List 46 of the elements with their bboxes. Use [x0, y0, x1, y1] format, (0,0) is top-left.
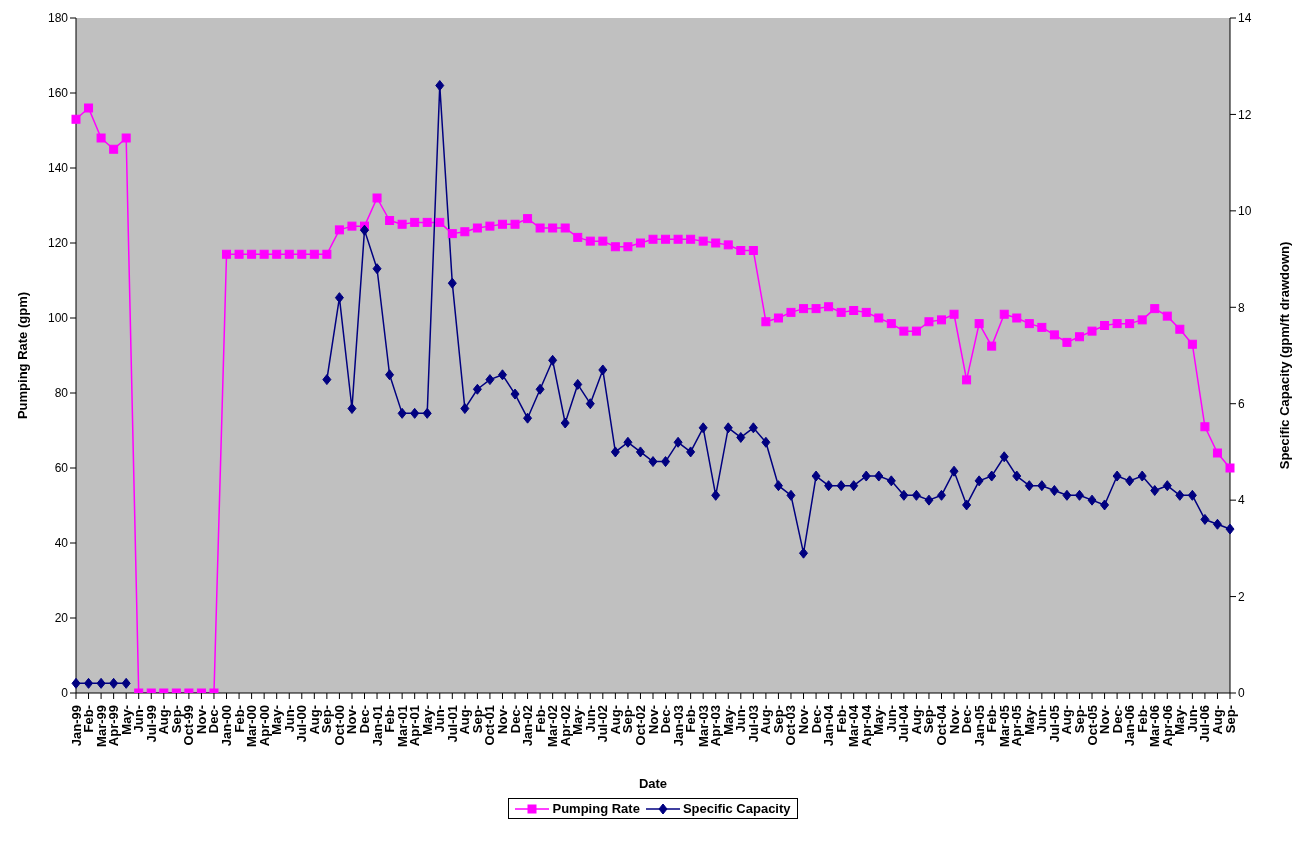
x-tick-label: Jan-01 [369, 705, 385, 747]
x-tick-label: Jul-05 [1046, 705, 1062, 743]
x-tick-label: May- [871, 705, 887, 735]
legend-label: Specific Capacity [682, 801, 791, 816]
x-tick-label: May- [269, 705, 285, 735]
x-tick-label: Jul-03 [745, 705, 761, 743]
y2-tick-label: 8 [1238, 300, 1245, 315]
x-tick-label: Aug- [758, 705, 774, 735]
x-axis-title: Date [638, 776, 668, 791]
y2-tick-label: 12 [1238, 107, 1252, 122]
y2-tick-label: 0 [1238, 686, 1245, 701]
x-tick-label: May- [1172, 705, 1188, 735]
y-tick-label: 100 [47, 311, 69, 326]
y-tick-label: 0 [61, 686, 69, 701]
y-tick-label: 140 [47, 161, 69, 176]
y-tick-label: 40 [54, 536, 69, 551]
x-tick-label: Aug- [156, 705, 172, 735]
y-tick-label: 60 [54, 461, 69, 476]
x-tick-label: Dec- [507, 705, 523, 734]
y2-tick-label: 4 [1238, 493, 1245, 508]
y2-tick-label: 6 [1238, 396, 1245, 411]
x-tick-label: Nov- [193, 705, 209, 734]
y-tick-label: 80 [54, 386, 69, 401]
x-tick-label: Nov- [494, 705, 510, 734]
x-tick-label: Apr-05 [1009, 705, 1025, 747]
x-tick-label: Nov- [344, 705, 360, 734]
x-tick-label: Jan-99 [68, 705, 84, 747]
y2-axis-title: Specific Capacity (gpm/ft drawdown) [1276, 241, 1292, 470]
legend-label: Pumping Rate [552, 801, 640, 816]
y-tick-label: 160 [47, 86, 69, 101]
x-tick-label: Nov- [946, 705, 962, 734]
y-tick-label: 180 [47, 11, 69, 26]
x-tick-label: Nov- [645, 705, 661, 734]
x-tick-label: Aug- [457, 705, 473, 735]
y2-tick-label: 2 [1238, 589, 1245, 604]
y-axis-title: Pumping Rate (gpm) [14, 291, 30, 420]
y-tick-label: 20 [54, 611, 69, 626]
y2-tick-label: 10 [1238, 204, 1252, 219]
x-tick-label: Jul-01 [444, 705, 460, 743]
x-tick-label: Aug- [1059, 705, 1075, 735]
x-tick-label: Dec- [206, 705, 222, 734]
x-tick-label: May- [570, 705, 586, 735]
y-tick-label: 120 [47, 236, 69, 251]
y2-tick-label: 14 [1238, 11, 1252, 26]
x-tick-label: Jul-99 [143, 705, 159, 743]
x-tick-label: Dec- [357, 705, 372, 734]
